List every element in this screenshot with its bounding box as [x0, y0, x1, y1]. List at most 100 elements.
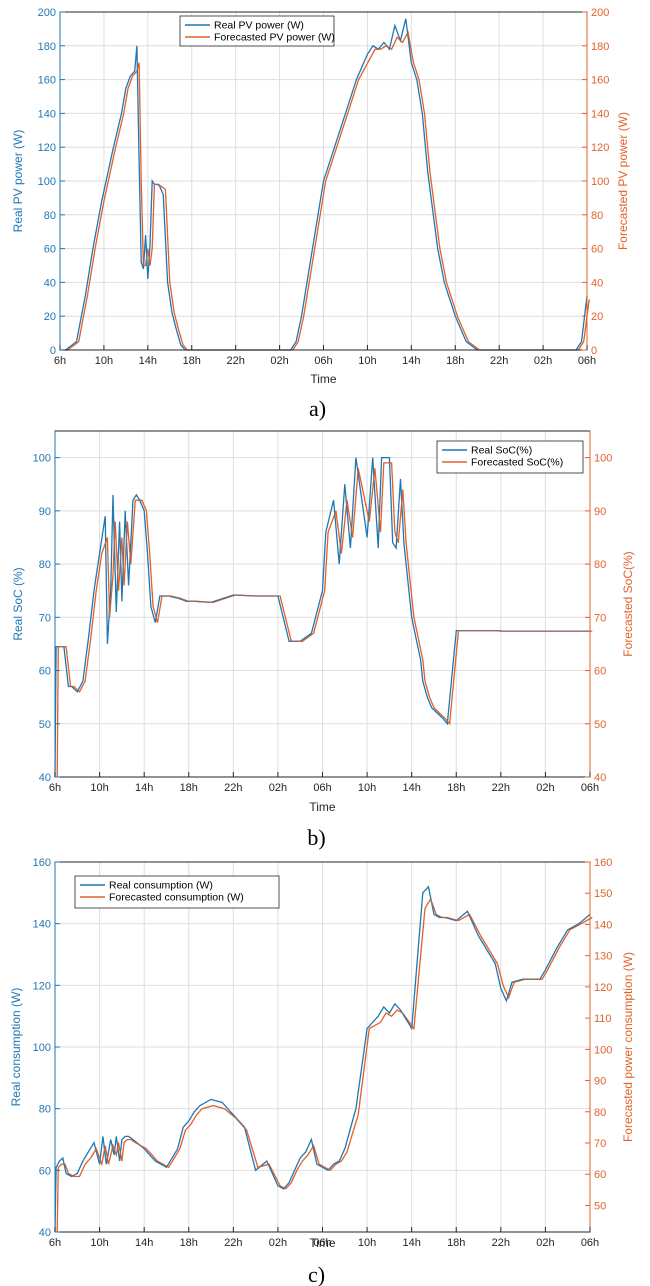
x-tick-label: 6h — [54, 355, 66, 367]
x-tick-label: 18h — [183, 355, 201, 367]
y-tick-label-left: 60 — [44, 244, 56, 256]
legend: Real consumption (W)Forecasted consumpti… — [74, 875, 280, 909]
y-tick-label-right: 180 — [591, 41, 609, 53]
forecast-series-line — [56, 462, 593, 778]
chart-caption: c) — [308, 1262, 325, 1286]
chart-caption: a) — [309, 396, 326, 421]
legend-entry: Forecasted consumption (W) — [109, 892, 244, 904]
x-tick-label: 6h — [49, 1237, 61, 1249]
x-tick-label: 06h — [581, 782, 599, 794]
x-tick-label: 22h — [224, 1237, 242, 1249]
axes: 6h 10h 14h 18h 22h 02h 06h 10h 14h 18h 22h 02h 06h 40… — [33, 857, 613, 1249]
forecast-series-line-overlay — [56, 462, 593, 778]
x-tick-label: 6h — [49, 782, 61, 794]
y-tick-label-right: 40 — [591, 277, 603, 289]
y-tick-label-right: 60 — [594, 666, 606, 678]
x-tick-label: 06h — [578, 355, 596, 367]
y-tick-label-left: 160 — [38, 75, 56, 87]
x-tick-label: 14h — [402, 782, 420, 794]
y-tick-label-left: 200 — [38, 7, 56, 19]
y-tick-label-left: 80 — [39, 1104, 51, 1116]
x-tick-label: 02h — [534, 355, 552, 367]
forecast-series-line-overlay — [56, 898, 593, 1233]
y-tick-label-right: 90 — [594, 506, 606, 518]
x-tick-label: 14h — [402, 1237, 420, 1249]
axes: 6h 10h 14h 18h 22h 02h 06h 10h 14h 18h 22h 02h 06h02… — [38, 7, 610, 367]
y-tick-label-right: 80 — [591, 210, 603, 222]
series-group — [54, 456, 593, 778]
y-tick-label-right: 110 — [594, 1013, 612, 1025]
x-tick-label: 22h — [492, 1237, 510, 1249]
y-tick-label-right: 0 — [591, 345, 597, 357]
x-tick-label: 02h — [270, 355, 288, 367]
y-tick-label-left: 120 — [33, 980, 51, 992]
y-tick-label-right: 70 — [594, 612, 606, 624]
x-tick-label: 06h — [313, 782, 331, 794]
y-tick-label-left: 160 — [33, 857, 51, 869]
legend-entry: Real PV power (W) — [214, 20, 304, 32]
x-tick-label: 18h — [447, 782, 465, 794]
y-tick-label-right: 80 — [594, 559, 606, 571]
y-tick-label-left: 80 — [39, 559, 51, 571]
x-tick-label: 06h — [313, 1237, 331, 1249]
chart-caption: b) — [307, 825, 325, 850]
y-tick-label-left: 140 — [38, 108, 56, 120]
x-tick-label: 06h — [581, 1237, 599, 1249]
real-series-line — [54, 885, 591, 1233]
x-axis-label: Time — [309, 800, 336, 814]
y-axis-label-right: Forecasted PV power (W) — [616, 112, 630, 250]
y-tick-label-left: 0 — [50, 345, 56, 357]
y-tick-label-right: 40 — [594, 772, 606, 784]
y-tick-label-left: 80 — [44, 210, 56, 222]
y-tick-label-left: 20 — [44, 311, 56, 323]
y-tick-label-left: 50 — [39, 719, 51, 731]
x-tick-label: 14h — [402, 355, 420, 367]
pv-power-chart: 6h 10h 14h 18h 22h 02h 06h 10h 14h 18h 22h 02h 06h02… — [11, 7, 630, 421]
legend: Real PV power (W)Forecasted PV power (W) — [179, 15, 335, 47]
y-tick-label-left: 40 — [44, 277, 56, 289]
y-tick-label-right: 50 — [594, 719, 606, 731]
x-tick-label: 18h — [446, 355, 464, 367]
y-tick-label-right: 160 — [591, 75, 609, 87]
y-tick-label-right: 50 — [594, 1200, 606, 1212]
y-tick-label-right: 100 — [591, 176, 609, 188]
x-tick-label: 22h — [226, 355, 244, 367]
y-axis-label-left: Real consumption (W) — [9, 988, 23, 1107]
y-tick-label-right: 70 — [594, 1138, 606, 1150]
y-tick-label-right: 90 — [594, 1076, 606, 1088]
y-tick-label-right: 200 — [591, 7, 609, 19]
y-tick-label-right: 140 — [591, 108, 609, 120]
y-tick-label-left: 90 — [39, 506, 51, 518]
legend-entry: Real consumption (W) — [109, 880, 213, 892]
y-tick-label-left: 60 — [39, 1165, 51, 1177]
y-tick-label-right: 100 — [594, 453, 612, 465]
x-tick-label: 14h — [135, 782, 153, 794]
legend: Real SoC(%)Forecasted SoC(%) — [436, 440, 584, 474]
y-tick-label-left: 180 — [38, 41, 56, 53]
y-tick-label-right: 130 — [594, 951, 612, 963]
x-axis-label: Time — [309, 1236, 336, 1250]
y-tick-label-right: 160 — [594, 857, 612, 869]
y-tick-label-right: 20 — [591, 311, 603, 323]
x-tick-label: 14h — [135, 1237, 153, 1249]
y-tick-label-right: 60 — [591, 244, 603, 256]
x-tick-label: 02h — [536, 1237, 554, 1249]
x-tick-label: 02h — [269, 782, 287, 794]
y-tick-label-right: 150 — [594, 888, 612, 900]
y-tick-label-left: 100 — [33, 453, 51, 465]
legend-entry: Forecasted PV power (W) — [214, 32, 335, 44]
series-group — [60, 18, 590, 351]
x-tick-label: 10h — [95, 355, 113, 367]
y-tick-label-right: 100 — [594, 1044, 612, 1056]
y-tick-label-right: 140 — [594, 919, 612, 931]
y-tick-label-right: 120 — [591, 142, 609, 154]
y-tick-label-right: 80 — [594, 1107, 606, 1119]
x-tick-label: 02h — [269, 1237, 287, 1249]
x-tick-label: 22h — [224, 782, 242, 794]
y-axis-label-right: Forecasted power consumption (W) — [621, 952, 635, 1142]
soc-chart: 6h 10h 14h 18h 22h 02h 06h 10h 14h 18h 22h 02h 06h40… — [11, 430, 635, 850]
y-tick-label-right: 120 — [594, 982, 612, 994]
y-tick-label-left: 40 — [39, 1227, 51, 1239]
x-tick-label: 22h — [492, 782, 510, 794]
y-tick-label-left: 60 — [39, 666, 51, 678]
